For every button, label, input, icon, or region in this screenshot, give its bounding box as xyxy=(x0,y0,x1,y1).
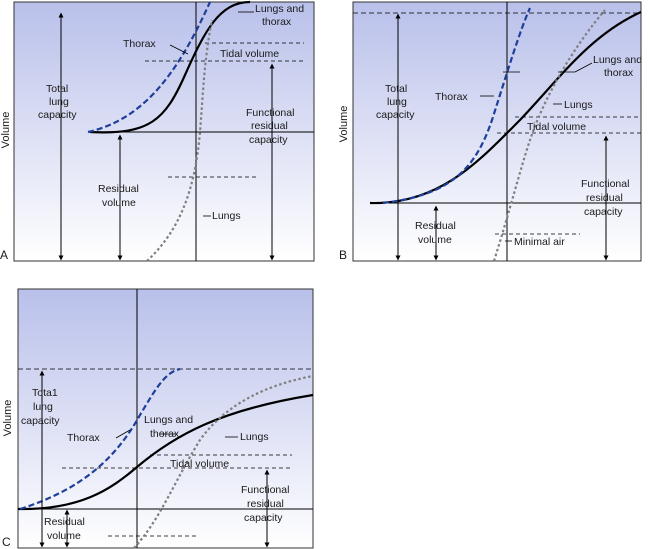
panel-a-lungs-curve xyxy=(146,19,214,262)
panel-b-thorax-label: Thorax xyxy=(435,91,468,103)
panel-c-thorax-label: Thorax xyxy=(67,432,100,444)
panel-c-lungs-thorax-label-1: Lungs and xyxy=(144,414,193,426)
panel-b-tlc-label-3: capacity xyxy=(376,109,415,121)
panel-b-lungs-thorax-curve xyxy=(369,10,642,205)
panel-a-tlc-label-2: lung xyxy=(49,96,69,108)
panel-a-lungs-thorax-label-2: thorax xyxy=(262,16,292,28)
panel-b-frc-label-2: residual xyxy=(586,192,623,204)
panel-a-frc-label-2: residual xyxy=(251,120,288,132)
panel-b-lungs-thorax-leader xyxy=(574,62,593,73)
panel-b-letter: B xyxy=(339,248,347,262)
panel-a-frc-label-1: Functional xyxy=(246,107,294,119)
panel-c-rv-label-1: Residual xyxy=(44,516,85,528)
panel-c-rv-label-2: volume xyxy=(47,530,81,542)
panel-c-tlc-label-3: capacity xyxy=(21,415,60,427)
panel-a-rv-label-2: volume xyxy=(102,197,136,209)
panel-a-lungs-label: Lungs xyxy=(212,210,241,222)
panel-a-thorax-label: Thorax xyxy=(123,38,156,50)
panel-c-tlc-label-1: Tota1 xyxy=(32,387,58,399)
panel-b-lungs-thorax-label-2: thorax xyxy=(604,67,634,79)
panel-a-tlc-label-1: Total xyxy=(46,83,68,95)
panel-a-thorax-leader xyxy=(169,44,189,55)
panel-c-tidal-label: Tidal volume xyxy=(170,458,229,470)
panel-a-rv-label-1: Residual xyxy=(98,183,139,195)
panel-b-lungs-thorax-label-1: Lungs and xyxy=(593,54,642,66)
panel-c-thorax-leader xyxy=(115,429,131,439)
panel-b: Volume B Total lung capacity Thorax Lung… xyxy=(338,1,642,262)
panel-a-frc-label-3: capacity xyxy=(249,134,288,146)
panel-b-rv-label-1: Residual xyxy=(415,220,456,232)
panel-c-lungs-thorax-curve xyxy=(17,393,314,511)
panel-b-lungs-curve xyxy=(492,9,606,262)
panel-b-tidal-label: Tidal volume xyxy=(527,121,586,133)
panel-b-frc-label-3: capacity xyxy=(584,206,623,218)
panel-b-lungs-label: Lungs xyxy=(564,99,593,111)
panel-a-tidal-label: Tidal volume xyxy=(220,48,279,60)
panel-c-lungs-thorax-label-2: thorax xyxy=(150,428,180,440)
panel-a-thorax-curve xyxy=(87,1,212,134)
panel-b-rv-label-2: volume xyxy=(418,234,452,246)
panel-c-letter: C xyxy=(2,535,11,549)
panel-a: Volume A Lungs and thorax Thorax Tidal v… xyxy=(0,0,315,262)
panel-a-y-axis-label: Volume xyxy=(0,112,12,149)
panel-b-tlc-label-2: lung xyxy=(387,96,407,108)
panel-c-frame xyxy=(17,288,314,549)
panel-b-tlc-label-1: Total xyxy=(385,83,407,95)
panel-b-frc-label-1: Functional xyxy=(581,178,629,190)
panel-c-frc-label-1: Functional xyxy=(241,484,289,496)
panel-a-lungs-thorax-label-1: Lungs and xyxy=(255,3,304,15)
panel-b-y-axis-label: Volume xyxy=(338,106,350,143)
panel-c-thorax-curve xyxy=(19,367,181,511)
panel-c-lungs-curve xyxy=(133,374,314,549)
panel-c-frc-label-3: capacity xyxy=(244,512,283,524)
panel-c-y-axis-label: Volume xyxy=(2,400,14,437)
panel-a-letter: A xyxy=(0,248,8,262)
panel-c-lungs-label: Lungs xyxy=(240,431,269,443)
panel-b-frame xyxy=(352,1,642,262)
panel-a-tlc-label-3: capacity xyxy=(38,109,77,121)
panel-c: Volume C Tota1 lung capacity Thorax Lung… xyxy=(2,288,314,549)
panel-c-frc-label-2: residual xyxy=(247,498,284,510)
panel-b-thorax-curve xyxy=(382,7,532,205)
panel-c-tlc-label-2: lung xyxy=(33,401,53,413)
panel-b-minimal-air-label: Minimal air xyxy=(514,236,565,248)
panel-a-lungs-thorax-curve xyxy=(89,0,251,134)
